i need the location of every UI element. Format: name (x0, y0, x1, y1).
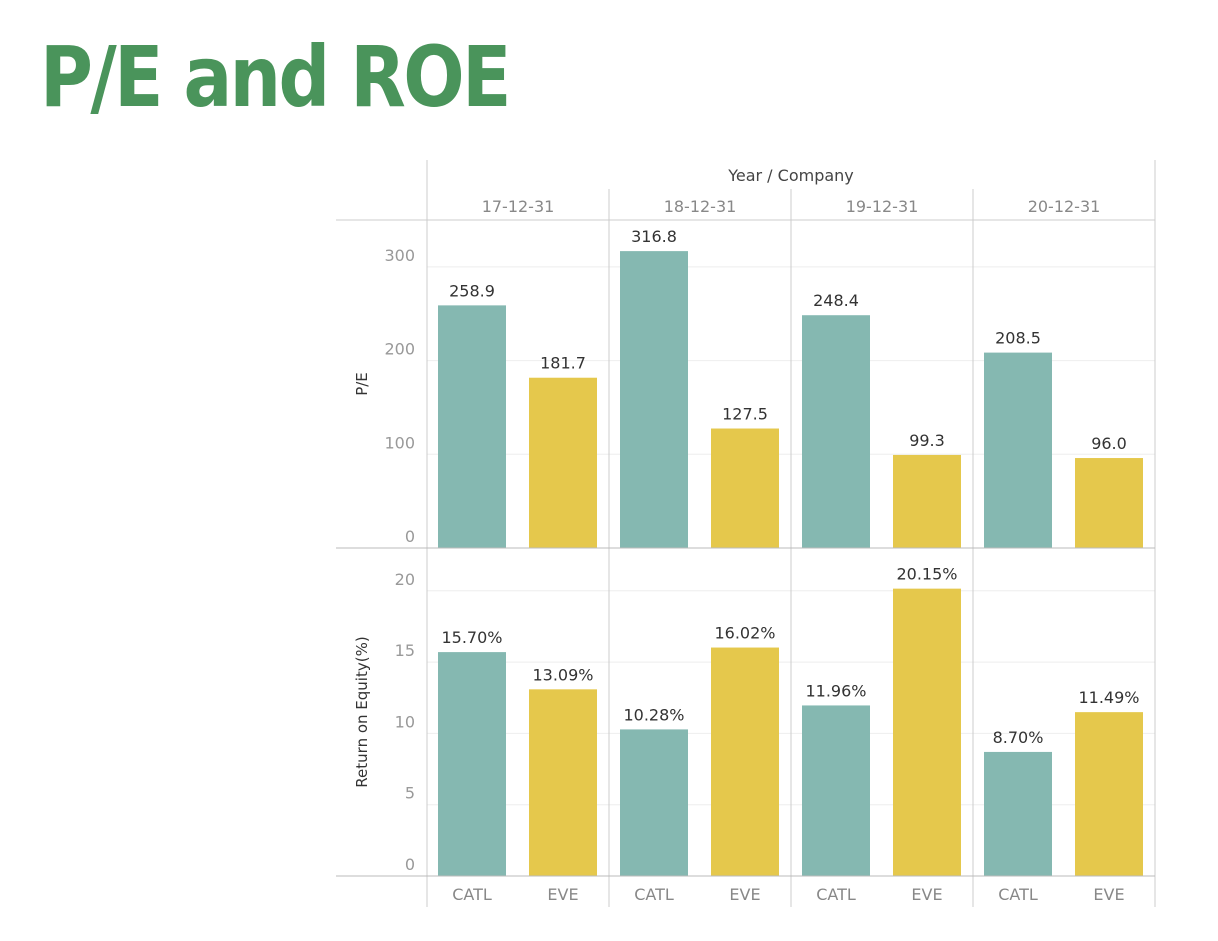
bar-catl (438, 305, 506, 548)
x-tick-label: CATL (998, 885, 1038, 904)
bar-catl (620, 729, 688, 876)
y-tick-label: 300 (384, 246, 415, 265)
x-tick-label: EVE (911, 885, 942, 904)
y-axis-title: P/E (353, 372, 371, 396)
data-label: 181.7 (540, 354, 586, 373)
data-label: 13.09% (532, 665, 593, 684)
data-label: 10.28% (623, 705, 684, 724)
x-tick-label: CATL (452, 885, 492, 904)
bar-eve (711, 647, 779, 876)
bar-eve (1075, 712, 1143, 876)
y-tick-label: 200 (384, 340, 415, 359)
y-axis-title: Return on Equity(%) (353, 636, 371, 787)
x-tick-label: EVE (1093, 885, 1124, 904)
data-label: 258.9 (449, 281, 495, 300)
data-label: 11.96% (805, 681, 866, 700)
y-tick-label: 20 (395, 570, 415, 589)
year-label: 18-12-31 (664, 197, 737, 216)
data-label: 99.3 (909, 431, 945, 450)
x-tick-label: CATL (634, 885, 674, 904)
page-title: P/E and ROE (40, 28, 511, 126)
data-label: 208.5 (995, 329, 1041, 348)
data-label: 248.4 (813, 291, 859, 310)
bar-eve (529, 689, 597, 876)
year-label: 20-12-31 (1028, 197, 1101, 216)
bar-catl (984, 352, 1052, 548)
bar-catl (984, 751, 1052, 876)
data-label: 11.49% (1078, 688, 1139, 707)
bar-catl (802, 315, 870, 548)
bar-eve (529, 377, 597, 548)
x-tick-label: CATL (816, 885, 856, 904)
data-label: 8.70% (993, 728, 1044, 747)
y-tick-label: 5 (405, 784, 415, 803)
y-tick-label: 10 (395, 712, 415, 731)
y-tick-label: 0 (405, 855, 415, 874)
year-label: 19-12-31 (846, 197, 919, 216)
data-label: 15.70% (441, 628, 502, 647)
x-tick-label: EVE (729, 885, 760, 904)
data-label: 16.02% (714, 624, 775, 643)
bar-catl (620, 251, 688, 548)
bar-catl (802, 705, 870, 876)
bar-catl (438, 652, 506, 876)
bar-eve (893, 588, 961, 876)
data-label: 127.5 (722, 405, 768, 424)
year-label: 17-12-31 (482, 197, 555, 216)
header-label: Year / Company (727, 166, 854, 185)
x-tick-label: EVE (547, 885, 578, 904)
data-label: 96.0 (1091, 434, 1127, 453)
bar-eve (1075, 458, 1143, 548)
data-label: 316.8 (631, 227, 677, 246)
y-tick-label: 100 (384, 433, 415, 452)
y-tick-label: 0 (405, 527, 415, 546)
bar-eve (893, 454, 961, 548)
bar-eve (711, 428, 779, 548)
data-label: 20.15% (896, 565, 957, 584)
y-tick-label: 15 (395, 641, 415, 660)
